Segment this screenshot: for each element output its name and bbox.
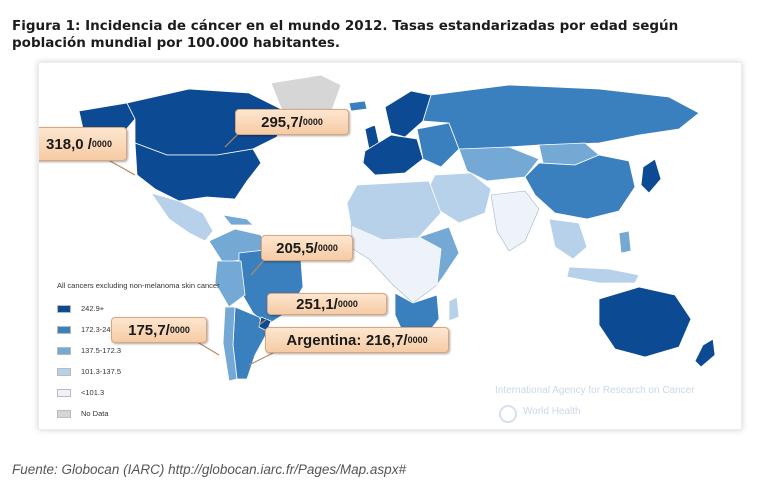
callout-value: 205,5/: [276, 239, 318, 257]
australia-shape: [598, 286, 692, 358]
china-shape: [524, 154, 636, 220]
legend-swatch: [57, 346, 71, 355]
andes-shape: [214, 260, 246, 308]
world-map: [78, 74, 716, 382]
legend-swatch: [57, 388, 71, 397]
southeast-asia-shape: [548, 218, 588, 260]
callout-value: 318,0 /: [46, 135, 92, 153]
who-logo-icon: [499, 405, 517, 423]
callout-unit: 0000: [302, 117, 323, 127]
callout-value: 295,7/: [261, 113, 303, 131]
pointer-uruguay: [258, 318, 268, 326]
madagascar-shape: [448, 296, 460, 322]
new-zealand-shape: [694, 338, 716, 368]
pointer-europe: [224, 132, 240, 148]
callout-north-america: 318,0 / 0000: [39, 127, 127, 161]
callout-unit: 0000: [317, 243, 338, 253]
callout-argentina: Argentina: 216,7/ 0000: [265, 327, 449, 353]
legend-item: <101.3: [57, 382, 277, 403]
japan-shape: [640, 158, 662, 194]
caribbean-shape: [222, 214, 254, 226]
legend-swatch: [57, 367, 71, 376]
legend-label: No Data: [81, 409, 109, 418]
usa-shape: [134, 142, 262, 202]
eastern-europe-shape: [416, 122, 460, 168]
legend-item: 242.9+: [57, 298, 277, 319]
pointer-brazil: [250, 258, 266, 276]
legend-swatch: [57, 409, 71, 418]
legend-label: 242.9+: [81, 304, 105, 313]
callout-europe: 295,7/ 0000: [235, 109, 349, 135]
callout-unit: 0000: [407, 335, 428, 345]
callout-brazil: 205,5/ 0000: [261, 235, 353, 261]
mexico-shape: [150, 192, 214, 242]
callout-country: Argentina:: [286, 331, 362, 349]
map-legend: All cancers excluding non-melanoma skin …: [57, 281, 277, 424]
callout-unit: 0000: [337, 299, 358, 309]
russia-shape: [422, 84, 700, 150]
iceland-shape: [348, 100, 368, 112]
legend-title: All cancers excluding non-melanoma skin …: [57, 281, 220, 290]
map-frame: All cancers excluding non-melanoma skin …: [38, 62, 742, 430]
callout-value: 216,7/: [365, 331, 408, 349]
legend-swatch: [57, 304, 71, 313]
legend-label: 137.5-172.3: [81, 346, 122, 355]
indonesia-shape: [566, 266, 640, 284]
watermark-who: World Health: [523, 406, 581, 417]
legend-label: 172.3-242.9: [81, 325, 122, 334]
callout-unit: 0000: [91, 139, 112, 149]
legend-swatch: [57, 325, 71, 334]
pointer-argentina: [248, 352, 274, 366]
legend-label: 101.3-137.5: [81, 367, 122, 376]
western-europe-shape: [362, 134, 424, 176]
legend-label: <101.3: [81, 388, 105, 397]
callout-uruguay: 251,1/ 0000: [267, 293, 387, 315]
east-africa-shape: [418, 226, 460, 287]
central-africa-shape: [350, 224, 442, 304]
iarc-watermark: International Agency for Research on Can…: [495, 385, 725, 423]
callout-value: 175,7/: [128, 321, 170, 339]
legend-item: No Data: [57, 403, 277, 424]
chile-shape: [222, 306, 238, 382]
callout-unit: 0000: [169, 325, 190, 335]
source-caption: Fuente: Globocan (IARC) http://globocan.…: [12, 462, 406, 477]
legend-item: 172.3-242.9: [57, 319, 277, 340]
legend-item: 137.5-172.3: [57, 340, 277, 361]
figure-title: Figura 1: Incidencia de cáncer en el mun…: [12, 18, 679, 51]
callout-chile: 175,7/ 0000: [111, 317, 207, 343]
watermark-agency: International Agency for Research on Can…: [495, 385, 695, 396]
callout-value: 251,1/: [296, 295, 338, 313]
legend-item: 101.3-137.5: [57, 361, 277, 382]
philippines-shape: [618, 230, 632, 254]
india-shape: [490, 190, 540, 252]
